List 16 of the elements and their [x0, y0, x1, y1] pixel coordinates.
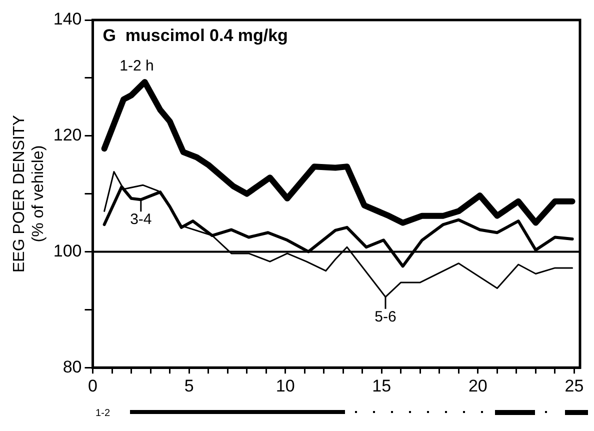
y-tick-label: 140 — [53, 10, 82, 29]
annotation: 5-6 — [374, 308, 396, 326]
y-axis-title: EEG POER DENSITY (% of vehicle) — [11, 114, 48, 272]
x-tick-label: 5 — [184, 376, 194, 396]
y-tick-label: 80 — [62, 357, 82, 376]
x-tick-label: 15 — [372, 376, 392, 396]
annotation: 3-4 — [130, 211, 152, 228]
y-tick-label: 100 — [53, 241, 82, 260]
x-tick-label: 20 — [468, 376, 488, 396]
annotation: 1-2 h — [120, 58, 154, 75]
x-tick-label: 10 — [276, 376, 295, 396]
x-tick-label: 0 — [88, 376, 98, 396]
chart-title: G muscimol 0.4 mg/kg — [102, 26, 288, 46]
y-tick-label: 120 — [53, 126, 82, 145]
x-tick-label: 25 — [564, 376, 584, 396]
period-strip: 1-2 — [0, 400, 594, 431]
